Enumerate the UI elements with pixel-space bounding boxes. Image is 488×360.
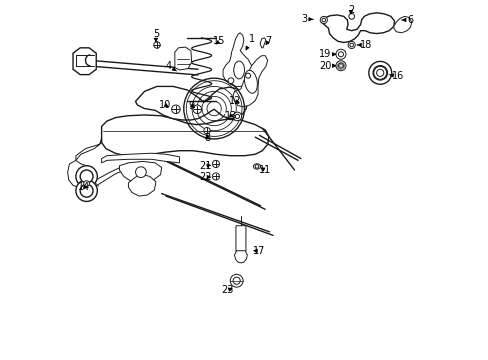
Polygon shape xyxy=(91,163,128,189)
Circle shape xyxy=(320,17,326,23)
Polygon shape xyxy=(175,47,191,70)
Circle shape xyxy=(339,64,342,67)
Text: 19: 19 xyxy=(319,49,335,59)
Circle shape xyxy=(376,69,383,76)
Circle shape xyxy=(368,62,391,84)
Circle shape xyxy=(245,73,250,78)
Text: 16: 16 xyxy=(388,71,404,81)
Text: 23: 23 xyxy=(221,285,233,295)
Text: 18: 18 xyxy=(356,40,371,50)
Polygon shape xyxy=(73,48,96,75)
Circle shape xyxy=(153,42,160,48)
Circle shape xyxy=(349,43,353,47)
Text: 15: 15 xyxy=(213,36,225,46)
Ellipse shape xyxy=(244,70,257,93)
Circle shape xyxy=(83,181,89,186)
FancyBboxPatch shape xyxy=(235,226,245,251)
Text: 21: 21 xyxy=(199,161,211,171)
Polygon shape xyxy=(119,161,162,183)
Text: 14: 14 xyxy=(78,182,90,192)
Circle shape xyxy=(347,41,354,49)
Polygon shape xyxy=(102,153,179,163)
Circle shape xyxy=(373,66,386,79)
Circle shape xyxy=(233,112,241,121)
Polygon shape xyxy=(223,33,252,86)
Text: 7: 7 xyxy=(265,36,271,46)
Polygon shape xyxy=(67,160,94,188)
Circle shape xyxy=(230,274,243,287)
Circle shape xyxy=(322,18,325,22)
Text: 3: 3 xyxy=(301,14,312,24)
Text: 5: 5 xyxy=(152,29,159,42)
Circle shape xyxy=(135,167,146,177)
Text: 1: 1 xyxy=(245,34,254,50)
Polygon shape xyxy=(76,138,102,160)
Circle shape xyxy=(235,114,239,118)
Circle shape xyxy=(335,49,345,59)
Text: 17: 17 xyxy=(252,246,264,256)
Text: 12: 12 xyxy=(229,96,241,107)
Circle shape xyxy=(212,160,219,167)
Circle shape xyxy=(372,66,386,80)
Circle shape xyxy=(233,277,240,284)
Ellipse shape xyxy=(253,164,260,169)
Text: 11: 11 xyxy=(259,165,271,175)
Circle shape xyxy=(212,173,219,180)
Circle shape xyxy=(227,78,233,84)
Polygon shape xyxy=(321,13,394,42)
Polygon shape xyxy=(102,115,268,156)
Polygon shape xyxy=(135,86,247,120)
Circle shape xyxy=(335,61,345,71)
Text: 8: 8 xyxy=(203,133,210,143)
Circle shape xyxy=(255,165,258,168)
Text: 20: 20 xyxy=(318,61,335,71)
Text: 4: 4 xyxy=(165,61,176,71)
Polygon shape xyxy=(128,175,156,196)
Text: 22: 22 xyxy=(199,172,211,182)
Text: 2: 2 xyxy=(347,5,353,15)
Circle shape xyxy=(203,127,210,134)
Circle shape xyxy=(193,105,201,113)
Circle shape xyxy=(80,170,93,183)
Circle shape xyxy=(348,14,354,19)
Polygon shape xyxy=(393,17,411,33)
Text: 6: 6 xyxy=(401,15,413,25)
Circle shape xyxy=(76,180,97,202)
Text: 9: 9 xyxy=(188,101,194,111)
Circle shape xyxy=(338,63,343,68)
Circle shape xyxy=(80,184,93,197)
Text: 10: 10 xyxy=(159,100,171,110)
Ellipse shape xyxy=(233,61,244,79)
Text: 13: 13 xyxy=(224,111,237,121)
Circle shape xyxy=(76,166,97,187)
Polygon shape xyxy=(233,56,267,107)
Polygon shape xyxy=(260,38,265,48)
Circle shape xyxy=(171,105,180,113)
Polygon shape xyxy=(234,251,247,263)
Circle shape xyxy=(337,62,344,69)
Circle shape xyxy=(338,52,343,57)
